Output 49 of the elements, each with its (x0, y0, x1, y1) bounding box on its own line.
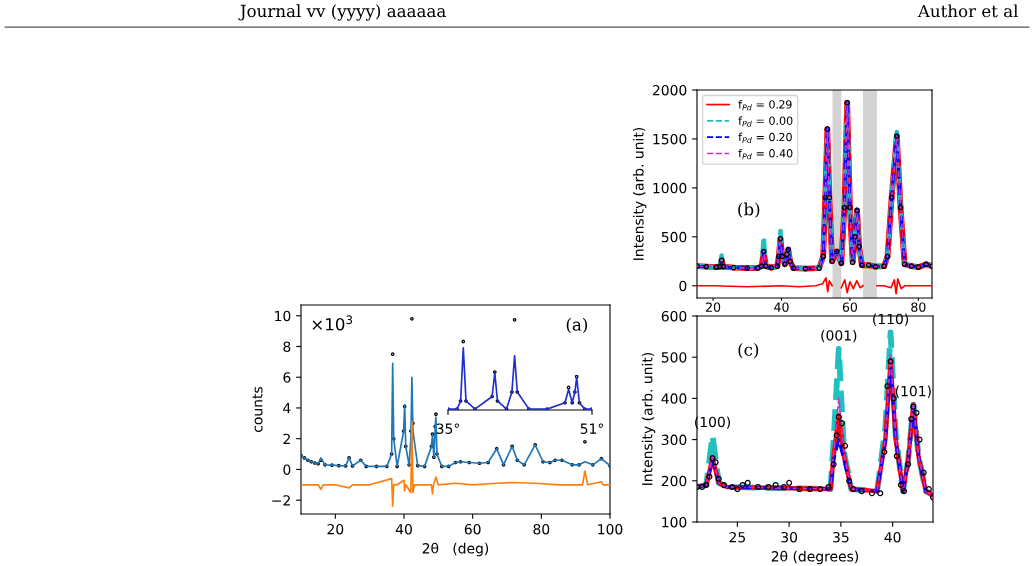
y-tick-label: 600 (661, 310, 687, 322)
y-tick-label: −2 (272, 495, 290, 506)
y-tick-label: 2 (283, 433, 290, 444)
annotation: (a) (566, 317, 588, 334)
y-tick-label: 2000 (652, 84, 687, 96)
annotation: (110) (873, 313, 909, 326)
y-tick-label: 8 (283, 341, 291, 352)
y-tick-label: 0 (679, 280, 687, 292)
y-tick-label: 0 (283, 464, 291, 475)
x-tick-label: 25 (729, 531, 745, 543)
y-tick-label: 4 (283, 403, 291, 414)
x-axis-title: 2θ (degrees) (771, 550, 859, 565)
x-tick-label: 60 (842, 302, 858, 312)
annotation: (c) (738, 342, 759, 359)
x-tick-label: 20 (706, 302, 721, 312)
y-tick-label: 10 (275, 310, 291, 322)
legend-label: f$_{Pd}$ = 0.00 (738, 116, 793, 127)
y-axis-title: Intensity (arb. unit) (632, 127, 647, 260)
legend-label: f$_{Pd}$ = 0.40 (738, 148, 793, 160)
x-tick-label: 80 (911, 302, 926, 312)
annotation: (001) (821, 329, 857, 343)
y-tick-label: 1000 (653, 182, 687, 194)
x-tick-label: 20 (327, 523, 344, 535)
legend-label: f$_{Pd}$ = 0.29 (738, 100, 792, 111)
text: Author et al (917, 4, 1018, 18)
y-tick-label: 6 (283, 372, 291, 383)
x-tick-label: 30 (781, 531, 798, 543)
text: Journal vv (yyyy) aaaaaa (238, 4, 446, 21)
y-axis-title: counts (252, 386, 263, 432)
x-tick-label: 40 (884, 531, 901, 543)
x-axis-title: 2θ (deg) (422, 542, 489, 557)
y-tick-label: 200 (661, 475, 687, 487)
y-tick-label: 500 (661, 352, 687, 363)
x-tick-label: 35 (833, 531, 849, 543)
y-tick-label: 500 (661, 231, 687, 243)
annotation: ×10$^{3}$ (312, 315, 353, 331)
x-tick-label: 100 (598, 523, 623, 535)
x-tick-label: 40 (395, 523, 412, 535)
annotation: (b) (738, 202, 760, 218)
annotation: (101) (895, 385, 931, 398)
legend-label: f$_{Pd}$ = 0.20 (738, 132, 792, 143)
y-axis-title: Intensity (arb. unit) (641, 352, 656, 485)
x-tick-label: 60 (464, 523, 481, 535)
y-tick-label: 1500 (653, 133, 687, 145)
x-tick-label: 40 (774, 302, 789, 312)
y-tick-label: 300 (661, 434, 687, 446)
x-tick-label: 80 (533, 523, 550, 535)
y-tick-label: 400 (661, 393, 687, 404)
x-tick-label: 51° (580, 423, 603, 434)
